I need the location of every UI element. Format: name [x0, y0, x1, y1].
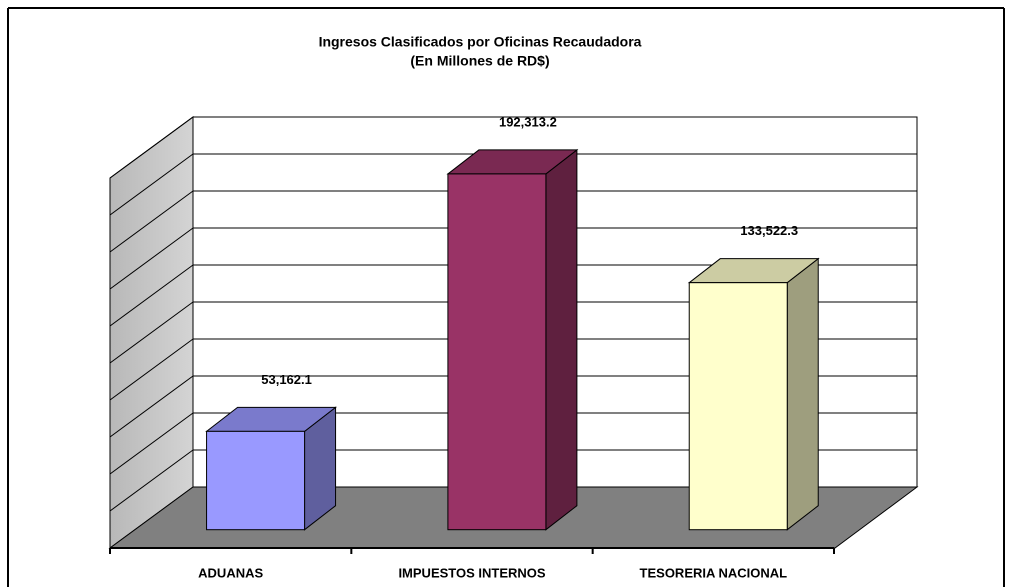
grid-line	[109, 153, 194, 216]
grid-line	[109, 190, 194, 253]
x-tick-label: TESORERIA NACIONAL	[640, 565, 788, 580]
grid-line	[109, 338, 194, 401]
data-label: 53,162.1	[261, 372, 312, 387]
chart-title: Ingresos Clasificados por Oficinas Recau…	[319, 34, 642, 50]
bar-side	[786, 257, 819, 531]
data-label: 133,522.3	[740, 223, 798, 238]
grid-line	[109, 375, 194, 438]
bar	[206, 430, 306, 531]
grid-line	[109, 449, 194, 512]
x-tick-label: ADUANAS	[198, 565, 263, 580]
chart-subtitle: (En Millones de RD$)	[410, 53, 549, 69]
grid-line	[109, 227, 194, 290]
grid-line	[109, 412, 194, 475]
grid-line	[109, 116, 194, 179]
data-label: 192,313.2	[499, 114, 557, 129]
bar	[688, 282, 788, 531]
bar	[447, 173, 547, 531]
grid-line	[109, 301, 194, 364]
grid-line	[109, 264, 194, 327]
bar-side	[545, 148, 578, 531]
x-tick-label: IMPUESTOS INTERNOS	[398, 565, 545, 580]
